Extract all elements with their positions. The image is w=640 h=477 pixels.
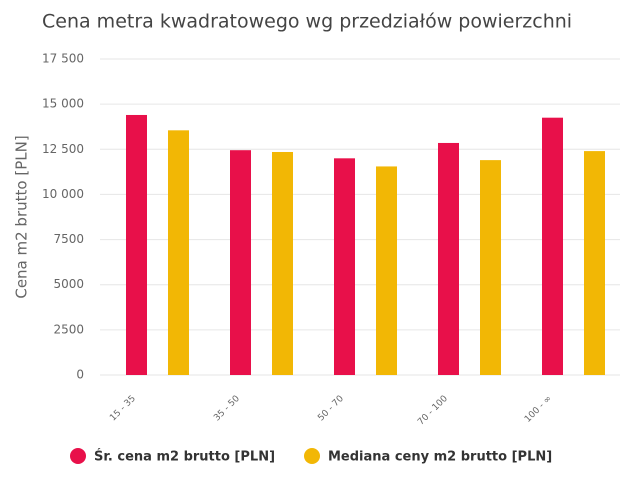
- bar: [376, 166, 397, 375]
- x-tick-label: 35 - 50: [212, 394, 242, 424]
- bar: [168, 130, 189, 375]
- bar: [230, 150, 251, 375]
- y-tick-label: 17 500: [42, 52, 84, 66]
- bar: [272, 151, 293, 375]
- bar: [542, 117, 563, 375]
- legend-label: Mediana ceny m2 brutto [PLN]: [328, 450, 552, 465]
- bar: [438, 142, 459, 375]
- y-tick-label: 2500: [53, 322, 84, 336]
- y-tick-label: 10 000: [42, 187, 84, 201]
- chart-title: Cena metra kwadratowego wg przedziałów p…: [42, 11, 572, 33]
- y-tick-label: 12 500: [42, 142, 84, 156]
- y-tick-label: 0: [76, 368, 84, 382]
- legend-marker: [70, 448, 86, 464]
- bar: [480, 160, 501, 375]
- bar: [126, 114, 147, 375]
- y-tick-label: 15 000: [42, 97, 84, 111]
- x-tick-label: 100 - ∞: [523, 394, 554, 425]
- x-tick-label: 50 - 70: [316, 394, 346, 424]
- y-tick-label: 5000: [53, 277, 84, 291]
- y-tick-label: 7500: [53, 232, 84, 246]
- x-tick-label: 70 - 100: [416, 394, 450, 428]
- y-axis-label: Cena m2 brutto [PLN]: [13, 135, 31, 298]
- bar: [584, 151, 605, 375]
- legend-marker: [304, 448, 320, 464]
- x-tick-label: 15 - 35: [108, 394, 138, 424]
- legend-label: Śr. cena m2 brutto [PLN]: [94, 449, 275, 465]
- bar: [334, 158, 355, 375]
